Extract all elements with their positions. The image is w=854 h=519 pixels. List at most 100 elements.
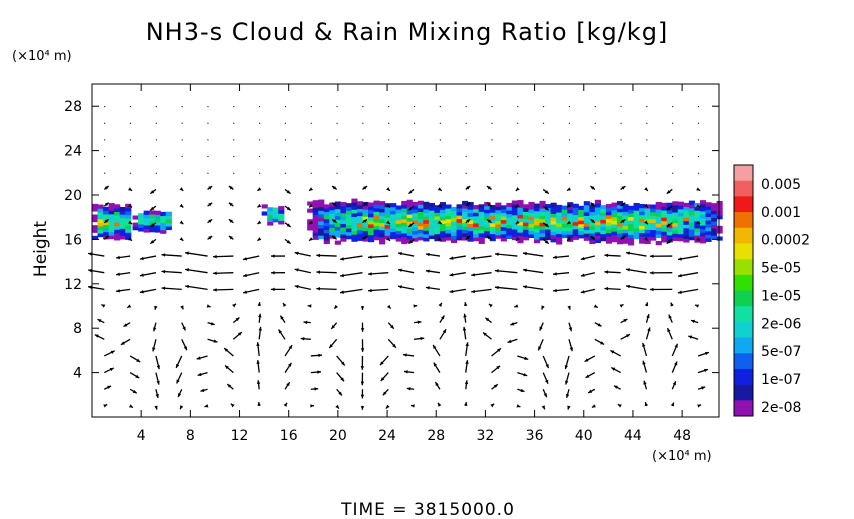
cloud-cell xyxy=(517,224,524,230)
cloud-cell xyxy=(506,234,513,240)
cloud-cell xyxy=(406,231,413,236)
wind-arrow xyxy=(336,372,345,382)
cloud-cell xyxy=(633,224,640,229)
wind-arrow-head xyxy=(565,393,570,398)
cloud-cell xyxy=(417,207,424,212)
cloud-cell xyxy=(261,204,268,209)
wind-arrow-head xyxy=(433,344,437,349)
wind-arrow-head xyxy=(152,327,157,332)
wind-arrow xyxy=(362,122,364,125)
cloud-cell xyxy=(456,222,463,227)
cloud-cell xyxy=(511,211,518,216)
wind-arrow-head xyxy=(696,187,701,191)
cloud-cell xyxy=(705,234,712,239)
wind-arrow xyxy=(387,172,390,174)
wind-arrow xyxy=(336,155,338,158)
cloud-cell xyxy=(439,234,447,239)
wind-arrow-head xyxy=(340,273,344,278)
wind-arrow xyxy=(488,303,493,308)
cloud-cell xyxy=(545,232,552,237)
cloud-cell xyxy=(160,229,167,234)
wind-arrow-head xyxy=(567,305,571,310)
cloud-cell xyxy=(412,212,419,217)
cloud-cell xyxy=(550,220,557,225)
wind-arrow xyxy=(380,372,389,382)
cloud-cell xyxy=(473,226,480,231)
wind-arrow xyxy=(491,105,493,108)
wind-arrow xyxy=(284,205,292,211)
cloud-cell xyxy=(694,224,701,229)
cloud-cell xyxy=(711,220,718,226)
wind-arrow xyxy=(213,254,234,259)
cloud-cell xyxy=(600,219,607,224)
cloud-cell xyxy=(390,217,397,222)
wind-arrow xyxy=(668,314,673,323)
cloud-cell xyxy=(688,214,696,219)
wind-arrow xyxy=(542,172,545,174)
cloud-cell xyxy=(125,228,132,233)
wind-arrow xyxy=(331,185,338,190)
cloud-cell xyxy=(478,204,485,209)
cloud-cell xyxy=(423,223,430,228)
cloud-cell xyxy=(616,218,624,223)
wind-arrow-head xyxy=(545,379,549,384)
wind-arrow-head xyxy=(611,367,616,371)
wind-arrow-shaft xyxy=(494,286,518,290)
cloud-cell xyxy=(97,229,104,234)
wind-arrow-head xyxy=(569,347,574,352)
wind-arrow xyxy=(465,105,467,108)
cloud-cell xyxy=(384,224,391,229)
cloud-cell xyxy=(412,205,419,210)
cloud-cell xyxy=(473,205,480,210)
wind-arrow xyxy=(175,355,183,369)
cloud-cell xyxy=(267,210,274,215)
cloud-cell xyxy=(138,220,145,225)
cloud-cell xyxy=(672,226,679,231)
cloud-cell xyxy=(467,216,474,221)
cloud-cell xyxy=(699,210,707,215)
cloud-cell xyxy=(528,212,535,217)
cloud-cell xyxy=(345,213,353,218)
cloud-cell xyxy=(639,235,646,241)
wind-arrow-head xyxy=(567,220,572,224)
wind-arrow-head xyxy=(380,377,385,382)
cloud-cell xyxy=(379,204,386,209)
wind-arrow xyxy=(697,172,700,174)
cloud-cell xyxy=(666,234,673,239)
wind-arrow xyxy=(568,322,573,332)
cloud-cell xyxy=(583,222,590,227)
cloud-cell xyxy=(716,208,723,213)
cloud-cell xyxy=(611,202,618,207)
wind-arrow xyxy=(308,187,314,192)
wind-arrow-head xyxy=(127,304,132,308)
cloud-cell xyxy=(401,225,408,230)
wind-arrow xyxy=(590,185,596,190)
wind-arrow xyxy=(593,304,599,309)
cloud-cell xyxy=(323,215,330,220)
wind-arrow-head xyxy=(176,363,180,368)
wind-arrow-head xyxy=(565,380,569,385)
wind-arrow xyxy=(594,338,605,345)
cloud-cell xyxy=(345,231,353,236)
wind-arrow xyxy=(517,122,519,125)
wind-arrow-head xyxy=(486,186,491,190)
wind-arrow xyxy=(425,269,441,274)
wind-arrow xyxy=(439,139,442,141)
cloud-cell xyxy=(633,210,640,215)
cloud-cell xyxy=(318,235,325,240)
cloud-cell xyxy=(594,228,601,233)
cloud-cell xyxy=(600,222,607,228)
wind-arrow-head xyxy=(156,380,160,385)
cloud-cell xyxy=(143,221,150,226)
wind-arrow-head xyxy=(243,257,247,261)
cloud-cell xyxy=(633,206,640,211)
cloud-cell xyxy=(462,211,469,216)
cloud-cell xyxy=(379,226,386,231)
cloud-cell xyxy=(92,214,99,219)
wind-arrow-head xyxy=(626,284,630,289)
cloud-cell xyxy=(340,205,347,210)
wind-arrow-head xyxy=(363,202,368,207)
wind-arrow xyxy=(88,252,105,257)
wind-arrow xyxy=(649,254,673,258)
cloud-cell xyxy=(495,206,502,211)
